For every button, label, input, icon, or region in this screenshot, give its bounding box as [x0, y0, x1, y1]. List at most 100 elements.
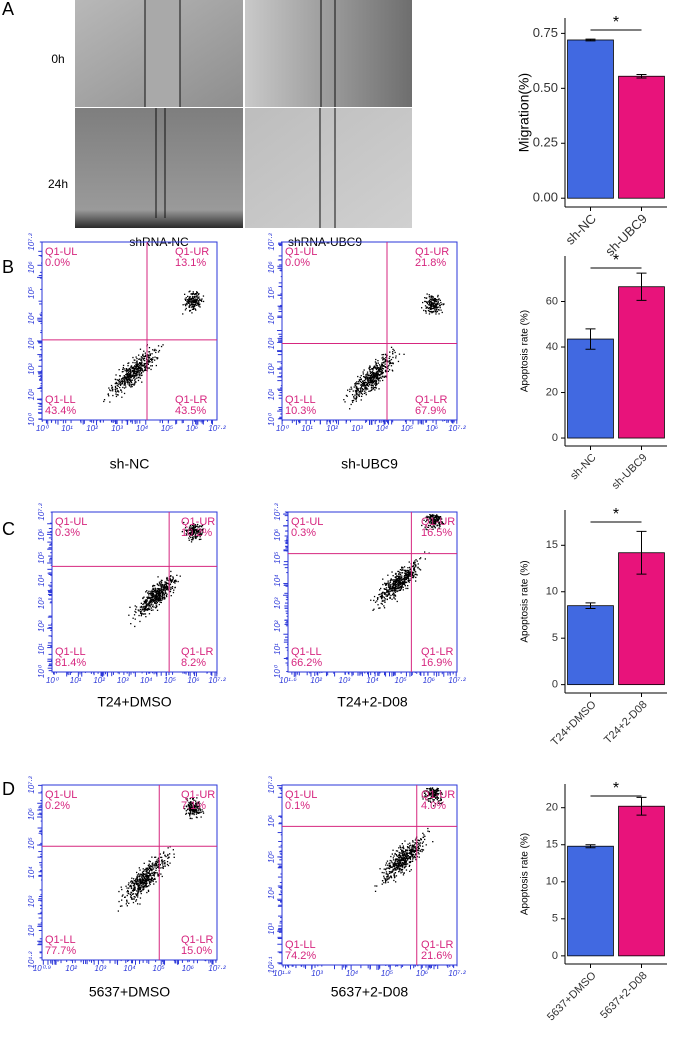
- event-dot: [140, 892, 142, 895]
- event-dot: [193, 304, 196, 306]
- event-dot: [388, 862, 390, 865]
- event-dot: [426, 297, 428, 299]
- event-dot: [387, 361, 389, 363]
- event-dot: [147, 872, 149, 874]
- event-dot: [128, 374, 131, 376]
- event-dot: [130, 374, 132, 376]
- event-dot: [197, 526, 199, 528]
- y-tick-label: 10⁷·²: [37, 503, 46, 521]
- event-dot: [156, 866, 159, 868]
- event-dot: [118, 378, 121, 380]
- event-dot: [164, 590, 166, 592]
- event-dot: [130, 366, 132, 368]
- event-dot: [401, 850, 403, 852]
- event-dot: [191, 534, 193, 536]
- event-dot: [382, 356, 384, 358]
- event-dot: [193, 293, 195, 295]
- event-dot: [399, 864, 401, 866]
- event-dot: [395, 858, 397, 860]
- event-dot: [188, 813, 191, 815]
- event-dot: [130, 365, 133, 367]
- event-dot: [148, 872, 150, 874]
- event-dot: [109, 401, 111, 403]
- event-dot: [190, 534, 192, 536]
- event-dot: [426, 795, 429, 797]
- event-dot: [148, 594, 150, 596]
- event-dot: [198, 305, 200, 307]
- event-dot: [400, 865, 402, 868]
- event-dot: [151, 872, 153, 875]
- event-dot: [367, 378, 369, 380]
- event-dot: [157, 583, 159, 585]
- event-dot: [141, 606, 143, 608]
- event-dot: [427, 307, 429, 309]
- event-dot: [363, 379, 366, 382]
- event-dot: [384, 363, 386, 365]
- event-dot: [189, 815, 191, 817]
- event-dot: [150, 865, 152, 867]
- x-tick-label: 10⁶: [426, 424, 439, 433]
- y-tick-label: 10⁰: [267, 412, 276, 426]
- event-dot: [398, 589, 400, 592]
- event-dot: [374, 386, 376, 389]
- event-dot: [425, 312, 427, 314]
- event-dot: [403, 847, 405, 850]
- quadrant-percent: 21.6%: [421, 950, 452, 962]
- event-dot: [107, 393, 109, 395]
- event-dot: [432, 792, 434, 794]
- event-dot: [406, 850, 409, 852]
- event-dot: [151, 595, 154, 597]
- event-dot: [442, 523, 445, 525]
- event-dot: [166, 582, 168, 584]
- event-dot: [433, 303, 435, 305]
- event-dot: [387, 574, 389, 576]
- event-dot: [372, 382, 375, 384]
- event-dot: [429, 794, 431, 796]
- event-dot: [141, 613, 143, 615]
- event-dot: [191, 533, 194, 535]
- event-dot: [374, 601, 377, 603]
- event-dot: [131, 881, 134, 883]
- event-dot: [433, 796, 436, 798]
- event-dot: [161, 591, 163, 593]
- y-tick-label: 10⁶: [273, 528, 282, 541]
- event-dot: [438, 527, 440, 529]
- event-dot: [138, 889, 140, 891]
- event-dot: [191, 802, 193, 804]
- event-dot: [404, 863, 406, 866]
- event-dot: [112, 394, 114, 397]
- event-dot: [119, 383, 122, 385]
- event-dot: [369, 368, 371, 371]
- event-dot: [437, 521, 440, 523]
- event-dot: [375, 358, 377, 361]
- event-dot: [365, 376, 367, 378]
- event-dot: [137, 882, 139, 884]
- event-dot: [124, 384, 127, 386]
- event-dot: [158, 591, 160, 593]
- event-dot: [130, 371, 132, 373]
- event-dot: [133, 375, 135, 377]
- event-dot: [184, 808, 186, 810]
- event-dot: [154, 861, 157, 863]
- event-dot: [438, 298, 440, 300]
- event-dot: [163, 586, 165, 589]
- event-dot: [182, 304, 184, 306]
- event-dot: [379, 365, 381, 367]
- event-dot: [408, 572, 410, 574]
- event-dot: [381, 354, 383, 356]
- event-dot: [363, 385, 365, 387]
- event-dot: [187, 808, 189, 810]
- event-dot: [137, 363, 139, 365]
- event-dot: [409, 575, 411, 577]
- event-dot: [188, 807, 191, 809]
- event-dot: [405, 587, 407, 590]
- event-dot: [358, 395, 361, 397]
- event-dot: [150, 591, 152, 593]
- event-dot: [115, 382, 117, 384]
- event-dot: [398, 863, 400, 865]
- event-dot: [421, 848, 423, 851]
- event-dot: [434, 311, 436, 313]
- event-dot: [191, 299, 193, 302]
- event-dot: [430, 514, 432, 516]
- event-dot: [355, 393, 358, 395]
